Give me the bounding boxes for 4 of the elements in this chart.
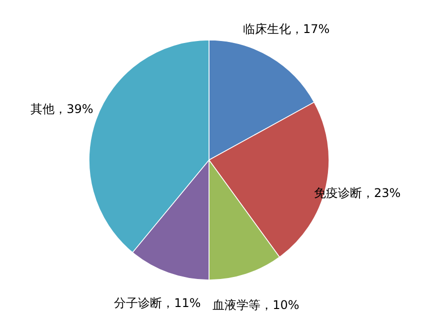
- slice-label: 临床生化，17%: [243, 21, 330, 38]
- slice-label: 血液学等，10%: [212, 296, 300, 313]
- slice-label: 分子诊断，11%: [114, 295, 201, 311]
- slice-label: 其他，39%: [30, 100, 94, 116]
